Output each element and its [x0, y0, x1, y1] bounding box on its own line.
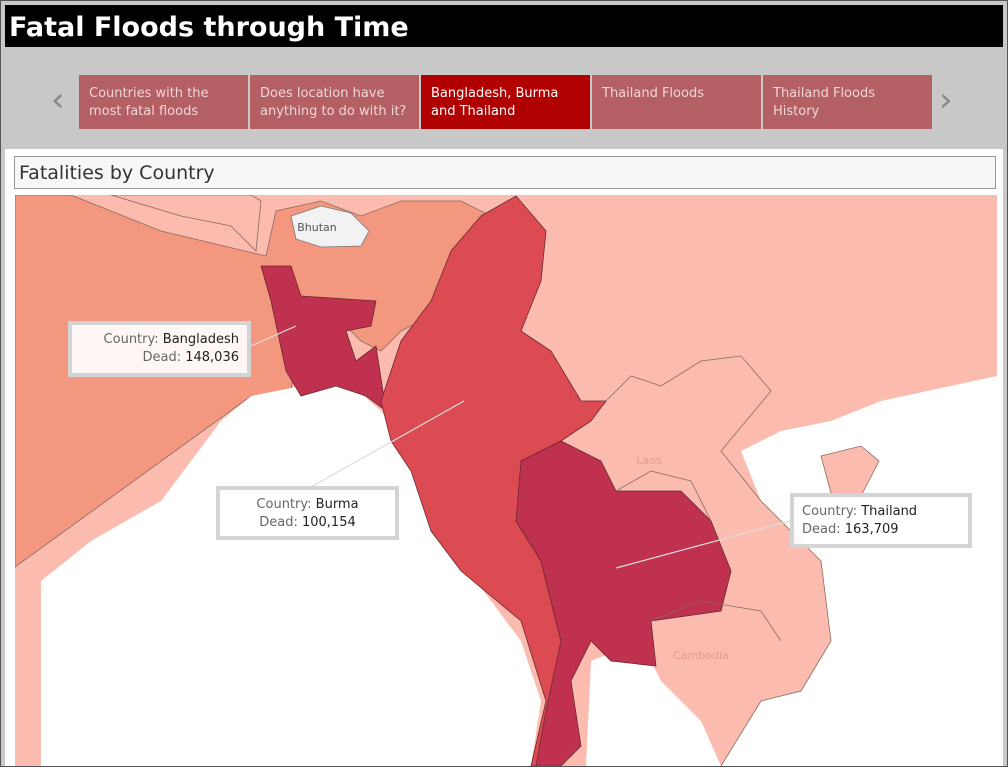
- tooltip: Country: Bangladesh Dead: 148,036: [68, 321, 251, 377]
- leader-lines: [250, 325, 791, 569]
- map: Bhutan Laos Cambodia: [15, 195, 997, 766]
- leader-line: [615, 520, 791, 569]
- leader-line: [250, 325, 297, 347]
- tooltip-value: Thailand: [861, 504, 918, 519]
- sea: [721, 376, 997, 766]
- tooltip-key: Dead:: [802, 522, 841, 537]
- story-point[interactable]: Countries with the most fatal floods: [79, 75, 248, 129]
- story-point[interactable]: Does location have anything to do with i…: [250, 75, 419, 129]
- prev-arrow[interactable]: ‹: [51, 80, 65, 120]
- tooltip-key: Dead:: [142, 350, 182, 365]
- tooltip-key: Country:: [103, 332, 159, 347]
- tooltip-key: Dead:: [259, 515, 298, 530]
- tooltip-key: Country:: [802, 504, 858, 519]
- map-labels: Bhutan Laos Cambodia: [297, 221, 729, 662]
- story-point[interactable]: Thailand Floods History: [763, 75, 932, 129]
- sheet-title: Fatalities by Country: [14, 156, 996, 189]
- map-label: Laos: [636, 454, 662, 467]
- nepal: [110, 195, 262, 252]
- title-bar: Fatal Floods through Time: [5, 5, 1003, 47]
- tooltip: Country: Burma Dead: 100,154: [216, 486, 399, 540]
- tooltip-key: Country:: [256, 497, 312, 512]
- next-arrow[interactable]: ›: [939, 80, 953, 120]
- sheet-panel: Fatalities by Country Bhutan Laos Cambod…: [5, 149, 1003, 766]
- thailand: [515, 440, 732, 766]
- story-point[interactable]: Bangladesh, Burma and Thailand: [421, 75, 590, 129]
- tooltip-value: Bangladesh: [162, 332, 239, 347]
- tooltip-value: 148,036: [185, 350, 239, 365]
- tooltip: Country: Thailand Dead: 163,709: [790, 493, 972, 548]
- borders: [605, 355, 832, 766]
- tooltip-value: 163,709: [844, 522, 899, 537]
- tooltip-value: Burma: [315, 497, 359, 512]
- hainan: [820, 445, 880, 497]
- leader-line: [310, 400, 465, 488]
- bhutan: [290, 205, 370, 248]
- story-point[interactable]: Thailand Floods: [592, 75, 761, 129]
- tooltip-value: 100,154: [301, 515, 356, 530]
- map-label: Cambodia: [673, 649, 729, 662]
- sea: [586, 641, 721, 766]
- map-label: Bhutan: [297, 221, 337, 234]
- bangladesh: [260, 265, 387, 412]
